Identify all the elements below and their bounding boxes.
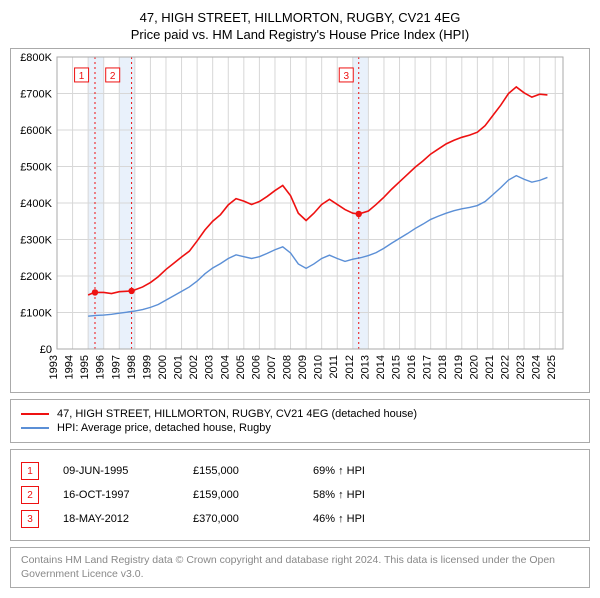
- svg-text:2005: 2005: [235, 355, 247, 379]
- svg-text:2009: 2009: [297, 355, 309, 379]
- svg-text:2020: 2020: [468, 355, 480, 379]
- sale-date: 16-OCT-1997: [63, 489, 193, 501]
- sales-table: 1 09-JUN-1995£155,00069% ↑ HPI 2 16-OCT-199…: [10, 449, 590, 541]
- chart-title: 47, HIGH STREET, HILLMORTON, RUGBY, CV21…: [10, 10, 590, 42]
- svg-text:2: 2: [110, 71, 116, 82]
- svg-text:3: 3: [343, 71, 349, 82]
- svg-text:2010: 2010: [313, 355, 325, 379]
- legend-swatch: [21, 413, 49, 415]
- sale-date: 18-MAY-2012: [63, 513, 193, 525]
- sale-hpi: 69% ↑ HPI: [313, 465, 365, 477]
- svg-text:2002: 2002: [188, 355, 200, 379]
- svg-text:£500K: £500K: [20, 162, 52, 174]
- title-line1: 47, HIGH STREET, HILLMORTON, RUGBY, CV21…: [10, 10, 590, 25]
- svg-text:2004: 2004: [219, 355, 231, 379]
- svg-text:2006: 2006: [250, 355, 262, 379]
- svg-text:2015: 2015: [391, 355, 403, 379]
- svg-text:1999: 1999: [141, 355, 153, 379]
- svg-text:2012: 2012: [344, 355, 356, 379]
- svg-text:1996: 1996: [95, 355, 107, 379]
- sale-row: 3 18-MAY-2012£370,00046% ↑ HPI: [21, 510, 579, 528]
- svg-text:£700K: £700K: [20, 89, 52, 101]
- svg-text:£600K: £600K: [20, 125, 52, 137]
- svg-text:1997: 1997: [110, 355, 122, 379]
- svg-text:2001: 2001: [173, 355, 185, 379]
- sale-hpi: 46% ↑ HPI: [313, 513, 365, 525]
- svg-text:1993: 1993: [48, 355, 60, 379]
- sale-date: 09-JUN-1995: [63, 465, 193, 477]
- legend-label: 47, HIGH STREET, HILLMORTON, RUGBY, CV21…: [57, 408, 417, 420]
- sale-marker: 1: [21, 462, 39, 480]
- chart-svg: £0 £100K £200K £300K £400K £500K £600K £700K £80…: [11, 49, 571, 389]
- svg-text:1998: 1998: [126, 355, 138, 379]
- sale-price: £155,000: [193, 465, 313, 477]
- title-line2: Price paid vs. HM Land Registry's House …: [10, 27, 590, 42]
- svg-text:1: 1: [79, 71, 85, 82]
- svg-text:2025: 2025: [546, 355, 558, 379]
- svg-text:£200K: £200K: [20, 271, 52, 283]
- sale-hpi: 58% ↑ HPI: [313, 489, 365, 501]
- sale-marker: 3: [21, 510, 39, 528]
- svg-text:2011: 2011: [328, 355, 340, 379]
- svg-text:2018: 2018: [437, 355, 449, 379]
- legend-swatch: [21, 427, 49, 429]
- svg-text:2022: 2022: [500, 355, 512, 379]
- price-chart: £0 £100K £200K £300K £400K £500K £600K £700K £80…: [10, 48, 590, 393]
- svg-text:£300K: £300K: [20, 235, 52, 247]
- svg-text:2007: 2007: [266, 355, 278, 379]
- svg-text:£100K: £100K: [20, 308, 52, 320]
- svg-text:2024: 2024: [531, 355, 543, 379]
- svg-text:2021: 2021: [484, 355, 496, 379]
- svg-text:2016: 2016: [406, 355, 418, 379]
- sale-row: 2 16-OCT-1997£159,00058% ↑ HPI: [21, 486, 579, 504]
- svg-text:1995: 1995: [79, 355, 91, 379]
- svg-text:2008: 2008: [282, 355, 294, 379]
- svg-text:2019: 2019: [453, 355, 465, 379]
- attribution: Contains HM Land Registry data © Crown c…: [10, 547, 590, 588]
- svg-text:2017: 2017: [422, 355, 434, 379]
- sale-price: £159,000: [193, 489, 313, 501]
- sale-marker: 2: [21, 486, 39, 504]
- svg-text:2003: 2003: [204, 355, 216, 379]
- sale-row: 1 09-JUN-1995£155,00069% ↑ HPI: [21, 462, 579, 480]
- legend-item: HPI: Average price, detached house, Rugb…: [21, 422, 579, 434]
- legend-label: HPI: Average price, detached house, Rugb…: [57, 422, 271, 434]
- legend-item: 47, HIGH STREET, HILLMORTON, RUGBY, CV21…: [21, 408, 579, 420]
- svg-text:£800K: £800K: [20, 52, 52, 64]
- svg-text:£0: £0: [40, 344, 52, 356]
- svg-text:1994: 1994: [64, 355, 76, 379]
- sale-price: £370,000: [193, 513, 313, 525]
- legend: 47, HIGH STREET, HILLMORTON, RUGBY, CV21…: [10, 399, 590, 443]
- svg-text:2023: 2023: [515, 355, 527, 379]
- svg-text:2014: 2014: [375, 355, 387, 379]
- svg-text:2013: 2013: [359, 355, 371, 379]
- svg-text:2000: 2000: [157, 355, 169, 379]
- svg-text:£400K: £400K: [20, 198, 52, 210]
